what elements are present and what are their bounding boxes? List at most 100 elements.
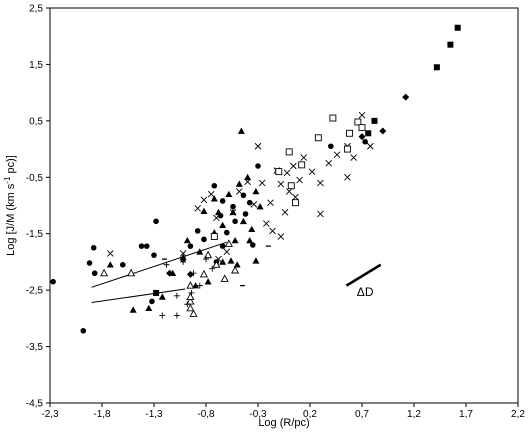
data-point-filled-triangle [225,190,233,198]
data-point-open-square [275,168,283,176]
data-point-filled-triangle [219,221,227,229]
data-point-plus [173,292,180,299]
data-point-plus [188,289,195,296]
data-point-open-square [329,114,337,122]
data-point-filled-triangle [256,203,264,210]
data-point-filled-circle [242,211,249,217]
data-point-cross [235,188,243,195]
data-point-filled-triangle [192,282,200,289]
data-point-cross [285,188,293,195]
tick-labels: -2,3 -1,8 -1,3 -0,8 -0,3 0,2 0,7 1,2 1,7 2,2 2,5 1,… [26,4,526,421]
x-tick-label: -0,8 [197,409,215,420]
y-axis-label-superscript: -1 [3,176,12,184]
data-point-cross [263,220,270,227]
data-point-open-triangle [199,269,208,278]
data-point-filled-square [447,41,454,48]
data-point-filled-circle [224,229,230,236]
x-tick-label: -2,3 [41,409,59,420]
data-point-cross [333,151,341,159]
data-point-cross [296,176,303,184]
x-tick-label: -0,3 [249,409,267,420]
data-point-filled-square [433,64,440,71]
data-point-open-square [358,124,366,132]
data-point-cross [344,173,351,181]
data-point-open-square [314,134,322,142]
data-point-filled-triangle [233,261,241,268]
data-point-cross [258,179,266,187]
data-point-filled-circle [153,218,159,225]
data-point-filled-triangle [200,207,208,214]
data-point-plus [196,282,203,289]
data-point-filled-square [454,24,461,31]
data-point-plus [180,258,187,265]
data-point-cross [281,208,289,216]
data-point-plus [209,265,216,272]
delta-d-segment [345,263,382,287]
data-point-filled-triangle [129,306,137,313]
data-point-filled-triangle [183,236,191,244]
data-point-cross [269,227,276,235]
data-point-cross [292,193,299,201]
y-tick-label: -3,5 [26,342,44,353]
data-point-filled-triangle [210,195,218,202]
y-axis-label-part: pc)] [5,155,17,176]
data-point-open-triangle [186,303,195,312]
data-point-filled-circle [86,260,93,266]
y-tick-label: 0,5 [29,116,43,127]
data-point-filled-triangle [248,225,256,232]
x-tick-label: 0,2 [303,409,317,420]
data-point-open-triangle [224,239,233,247]
x-axis-label: Log (R/pc) [258,417,309,429]
data-point-filled-triangle [158,293,166,300]
data-point-filled-circle [250,242,256,248]
data-point-cross [317,179,324,187]
y-tick-label: -0,5 [26,173,44,184]
y-axis-label: Log [J/M (km s-1 pc)] [3,155,18,256]
data-point-open-square [285,148,293,156]
data-point-cross [179,250,187,257]
data-point-open-square [346,129,353,137]
plot-frame [49,7,519,404]
data-point-filled-circle [362,138,368,145]
data-point-filled-triangle [227,257,235,264]
data-point-filled-circle [120,261,126,268]
data-point-open-triangle [186,292,195,300]
data-point-open-square [291,199,299,207]
data-point-open-triangle [189,309,198,317]
data-point-filled-circle [219,198,226,204]
data-point-filled-diamond [186,270,194,278]
data-point-filled-square [153,289,160,296]
data-points [50,24,461,334]
fit-line [91,241,227,288]
data-point-plus [163,261,170,268]
data-point-cross [207,190,215,198]
data-point-filled-circle [80,327,87,334]
data-point-open-triangle [231,265,240,274]
data-point-open-triangle [100,268,109,277]
data-point-filled-triangle [145,304,153,311]
data-point-filled-circle [91,270,98,277]
data-point-filled-circle [90,245,97,251]
data-point-open-square [287,182,295,190]
data-point-cross [244,178,251,186]
y-axis-label-part: Log [J/M (km s [5,183,17,256]
data-point-filled-circle [201,236,207,243]
data-point-cross [215,255,222,263]
data-point-cross [290,162,297,170]
delta-d-label: ΔD [357,285,374,299]
data-point-cross [283,169,291,177]
data-point-filled-triangle [237,127,245,134]
data-point-filled-diamond [402,93,410,101]
data-point-filled-circle [50,278,56,285]
data-point-filled-triangle [235,180,243,187]
data-point-open-square [343,145,351,153]
data-point-cross [300,154,308,161]
data-point-cross [367,142,374,150]
data-point-filled-diamond [166,269,174,277]
data-point-cross [317,210,324,218]
data-point-open-square [210,233,218,240]
data-point-cross [229,208,237,216]
data-point-plus [159,312,166,319]
data-point-plus [173,312,180,319]
data-point-cross [267,199,274,206]
